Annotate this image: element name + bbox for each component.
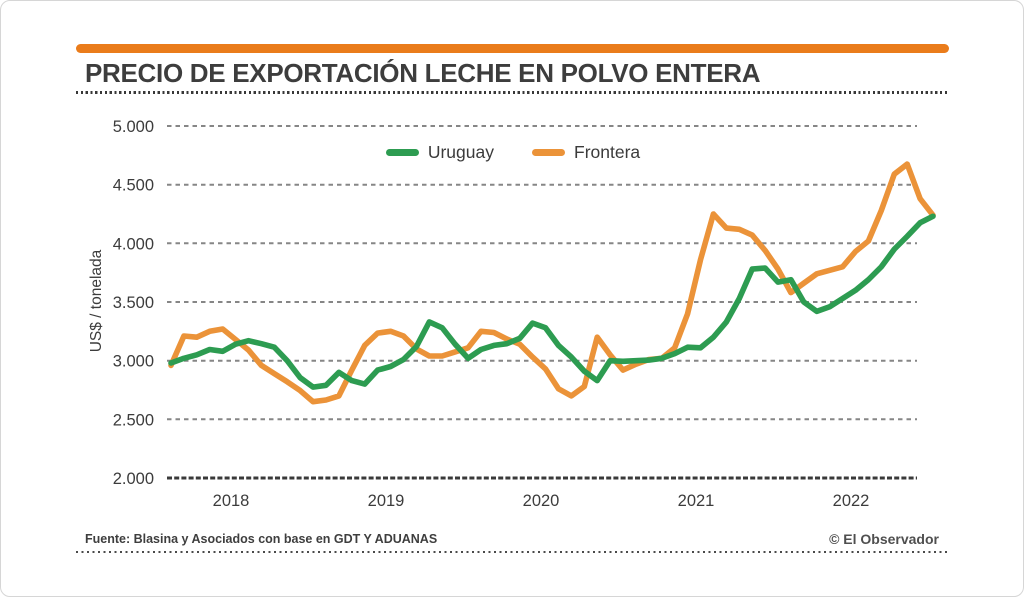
y-tick-label: 5.000 bbox=[113, 118, 154, 136]
credit-note: © El Observador bbox=[829, 531, 939, 547]
x-tick-label: 2021 bbox=[678, 492, 715, 510]
uruguay-line-swatch bbox=[385, 149, 419, 156]
legend-item-uruguay: Uruguay bbox=[385, 142, 494, 163]
x-tick-label: 2022 bbox=[833, 492, 870, 510]
frontera-line bbox=[168, 161, 936, 405]
title-divider bbox=[76, 91, 949, 94]
y-tick-label: 4.500 bbox=[113, 177, 154, 195]
x-tick-label: 2020 bbox=[523, 492, 560, 510]
y-axis-title: US$ / tonelada bbox=[88, 249, 105, 353]
legend-label-uruguay: Uruguay bbox=[427, 142, 494, 162]
y-tick-label: 4.000 bbox=[113, 235, 154, 253]
y-tick-label: 3.500 bbox=[113, 294, 154, 312]
footer-divider bbox=[76, 551, 949, 553]
legend-item-frontera: Frontera bbox=[532, 142, 640, 163]
accent-bar bbox=[76, 44, 949, 53]
y-tick-label: 2.000 bbox=[113, 470, 154, 488]
page-title: PRECIO DE EXPORTACIÓN LECHE EN POLVO ENT… bbox=[85, 58, 761, 88]
uruguay-line bbox=[168, 213, 936, 390]
x-tick-label: 2018 bbox=[213, 492, 250, 510]
y-tick-label: 2.500 bbox=[113, 411, 154, 429]
frontera-line-swatch bbox=[532, 149, 565, 156]
x-tick-label: 2019 bbox=[368, 492, 405, 510]
y-tick-label: 3.000 bbox=[113, 353, 154, 371]
source-note: Fuente: Blasina y Asociados con base en … bbox=[85, 532, 438, 546]
legend: Uruguay Frontera bbox=[1, 142, 1023, 163]
legend-label-frontera: Frontera bbox=[574, 142, 641, 162]
